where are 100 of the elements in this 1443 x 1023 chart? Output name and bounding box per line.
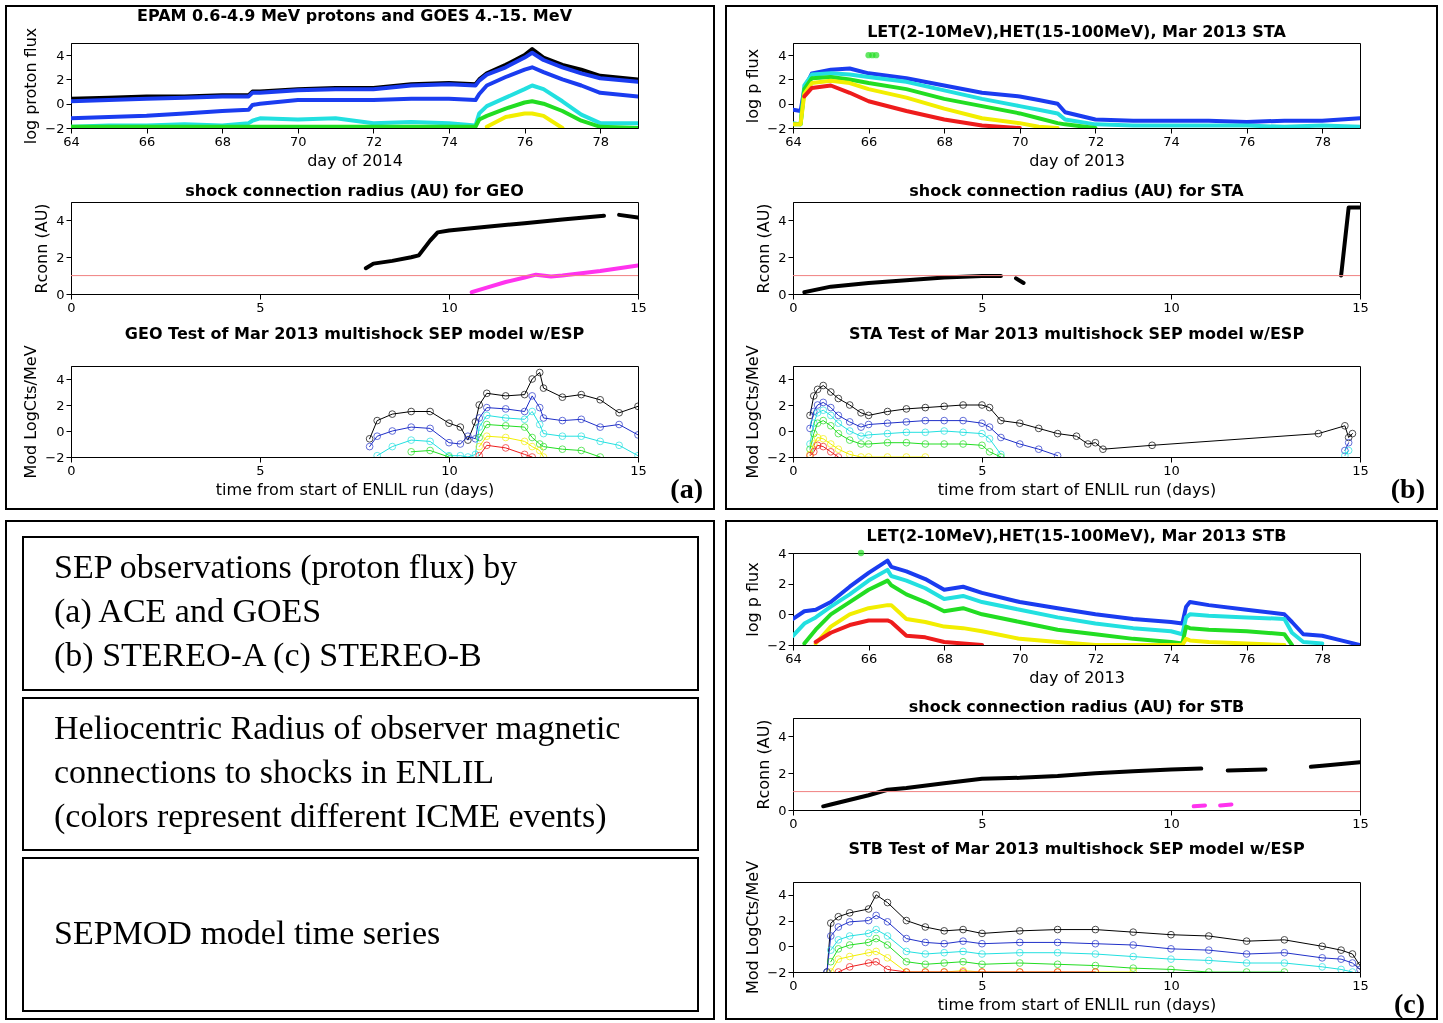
x-tick-label: 15 <box>1352 815 1369 831</box>
point <box>826 403 835 412</box>
point <box>959 947 967 956</box>
point <box>902 418 911 426</box>
point <box>528 375 537 383</box>
point <box>1015 948 1024 957</box>
point <box>826 447 835 456</box>
point <box>1337 955 1345 963</box>
point <box>1318 954 1327 962</box>
point <box>1083 440 1092 448</box>
point <box>1341 421 1349 430</box>
x-tick-label: 70 <box>1012 650 1029 666</box>
point <box>902 916 911 925</box>
point <box>978 950 986 958</box>
point <box>482 441 491 450</box>
y-tick-label: 4 <box>778 728 787 744</box>
x-tick-label: 78 <box>1314 133 1331 149</box>
point <box>1015 927 1024 935</box>
point <box>539 429 548 438</box>
point <box>388 410 397 418</box>
point <box>883 932 892 940</box>
point <box>985 447 994 456</box>
point <box>959 440 967 448</box>
point <box>615 441 623 450</box>
point <box>520 437 529 446</box>
point <box>978 429 986 438</box>
point <box>520 407 529 416</box>
point <box>813 441 822 450</box>
point <box>1280 936 1289 944</box>
point <box>940 959 949 967</box>
x-tick-label: 10 <box>1163 977 1180 993</box>
line-series <box>484 111 565 128</box>
point <box>1072 432 1081 441</box>
point <box>834 923 843 931</box>
point <box>826 946 835 954</box>
point <box>834 955 843 963</box>
point <box>940 402 949 411</box>
point <box>528 392 537 400</box>
point <box>940 427 949 435</box>
point <box>959 401 967 409</box>
point <box>482 432 491 441</box>
chart-title: LET(2-10MeV),HET(15-100MeV), Mar 2013 STB <box>866 526 1287 545</box>
point <box>872 957 881 966</box>
text: SEPMOD model time series <box>54 913 441 951</box>
y-tick-label: 0 <box>778 286 787 302</box>
x-tick-label: 10 <box>441 462 458 478</box>
x-tick-label: 0 <box>67 462 76 478</box>
point <box>426 437 434 446</box>
point <box>1129 941 1138 949</box>
x-tick-label: 78 <box>592 133 609 149</box>
point <box>902 957 911 966</box>
y-tick-label: 0 <box>56 96 65 112</box>
x-tick-label: 5 <box>978 299 987 315</box>
point <box>864 948 873 957</box>
point <box>872 947 881 956</box>
point <box>940 939 949 948</box>
point <box>872 891 881 899</box>
point <box>1337 965 1345 972</box>
x-tick-label: 66 <box>860 133 878 149</box>
point <box>806 445 814 454</box>
y-tick-label: 0 <box>778 802 787 818</box>
x-tick-label: 15 <box>630 299 647 315</box>
point <box>834 936 843 944</box>
point <box>520 450 529 457</box>
point <box>845 436 854 444</box>
chart-title: LET(2-10MeV),HET(15-100MeV), Mar 2013 STA <box>867 22 1287 41</box>
x-tick-label: 68 <box>936 650 953 666</box>
chart-title: shock connection radius (AU) for STA <box>909 181 1245 200</box>
point <box>407 423 416 431</box>
point <box>997 433 1005 442</box>
point <box>558 393 567 402</box>
point <box>471 450 480 457</box>
point <box>921 938 930 947</box>
line-series <box>813 618 984 645</box>
point <box>558 445 567 454</box>
point <box>1167 965 1175 972</box>
point <box>1344 438 1353 447</box>
point <box>535 440 544 448</box>
x-tick-label: 76 <box>516 133 534 149</box>
point <box>921 960 930 969</box>
point <box>978 929 986 938</box>
y-tick-label: 4 <box>778 371 787 387</box>
point <box>978 419 986 428</box>
y-tick-label: 4 <box>778 47 787 63</box>
point <box>883 438 892 447</box>
point <box>426 446 434 455</box>
point <box>997 416 1005 425</box>
y-tick-label: 2 <box>778 249 787 265</box>
y-axis-title: Rconn (AU) <box>754 719 774 810</box>
point <box>426 424 434 433</box>
point <box>978 939 986 948</box>
point <box>501 433 510 442</box>
point <box>577 446 586 455</box>
point <box>1034 445 1043 454</box>
point <box>940 440 949 448</box>
y-tick-label: 0 <box>56 423 65 439</box>
point <box>1091 925 1100 934</box>
y-axis-title: Mod LogCts/MeV <box>743 345 763 479</box>
point <box>520 390 529 399</box>
line-series <box>802 578 1294 645</box>
